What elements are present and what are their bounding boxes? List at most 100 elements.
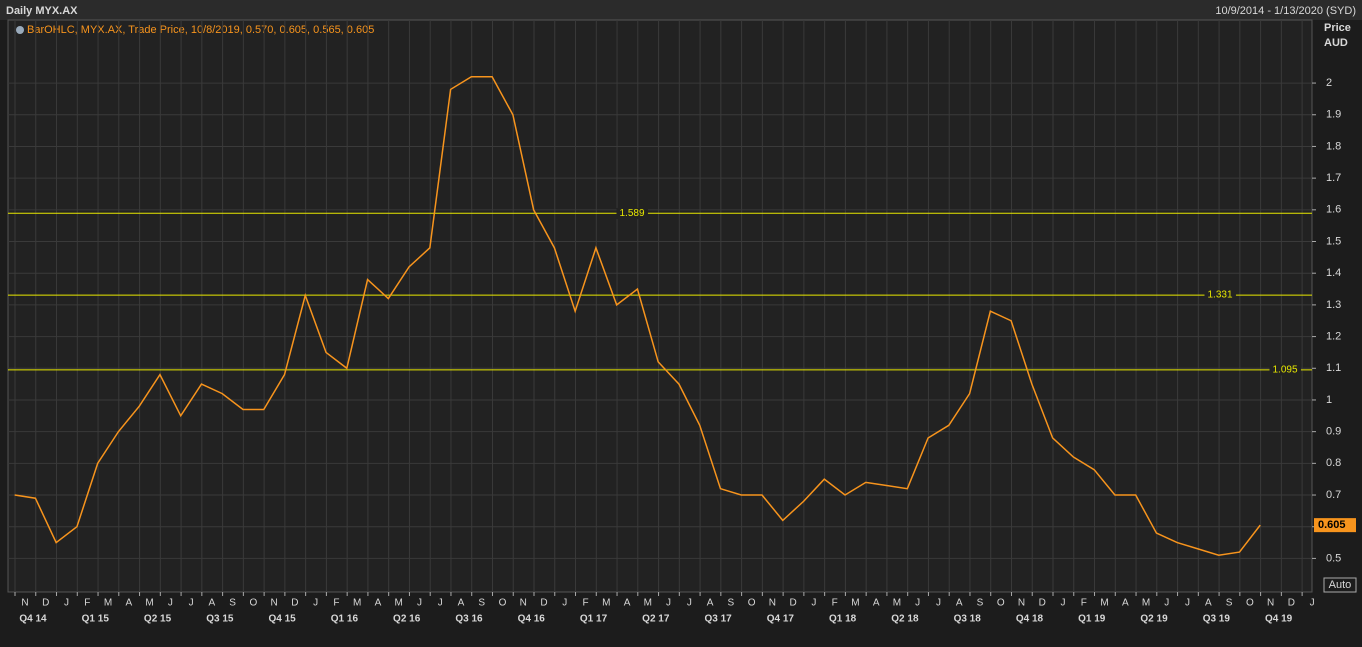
y-tick-label: 1.6 [1326, 204, 1341, 216]
x-month-label: F [84, 598, 90, 609]
x-month-label: M [644, 598, 652, 609]
x-month-label: O [997, 598, 1005, 609]
x-month-label: O [1246, 598, 1254, 609]
level-label: 1.589 [619, 208, 644, 219]
y-tick-label: 1 [1326, 394, 1332, 406]
x-month-label: J [666, 598, 671, 609]
x-month-label: F [1081, 598, 1087, 609]
x-quarter-label: Q2 16 [393, 614, 421, 625]
level-label: 1.331 [1207, 290, 1232, 301]
x-month-label: S [728, 598, 735, 609]
plot-area [7, 19, 1313, 593]
x-quarter-label: Q3 19 [1203, 614, 1231, 625]
x-month-label: A [209, 598, 216, 609]
x-month-label: J [189, 598, 194, 609]
x-month-label: S [229, 598, 236, 609]
x-month-label: N [21, 598, 28, 609]
y-tick-label: 0.7 [1326, 489, 1341, 501]
x-quarter-label: Q2 17 [642, 614, 670, 625]
x-month-label: J [64, 598, 69, 609]
x-quarter-label: Q3 16 [455, 614, 483, 625]
x-month-label: J [1185, 598, 1190, 609]
y-tick-label: 0.5 [1326, 552, 1341, 564]
x-month-label: F [333, 598, 339, 609]
x-month-label: D [42, 598, 49, 609]
x-month-label: A [458, 598, 465, 609]
x-month-label: J [687, 598, 692, 609]
x-quarter-label: Q4 15 [268, 614, 296, 625]
x-month-label: D [790, 598, 797, 609]
x-month-label: M [1142, 598, 1150, 609]
level-label-bg [616, 207, 648, 219]
x-month-label: A [1205, 598, 1212, 609]
y-tick-label: 1.2 [1326, 330, 1341, 342]
x-month-label: D [1039, 598, 1046, 609]
x-month-label: A [1122, 598, 1129, 609]
x-month-label: O [748, 598, 756, 609]
x-quarter-label: Q3 15 [206, 614, 234, 625]
x-month-label: M [145, 598, 153, 609]
x-quarter-label: Q2 19 [1140, 614, 1168, 625]
x-month-label: N [271, 598, 278, 609]
x-month-label: A [624, 598, 631, 609]
x-month-label: J [562, 598, 567, 609]
x-month-label: D [291, 598, 298, 609]
auto-button[interactable] [1323, 577, 1357, 593]
x-quarter-label: Q3 18 [954, 614, 982, 625]
x-month-label: N [1267, 598, 1274, 609]
x-month-label: J [915, 598, 920, 609]
x-month-label: M [893, 598, 901, 609]
y-tick-label: 1.8 [1326, 140, 1341, 152]
last-price-label: 0.605 [1318, 519, 1346, 531]
x-month-label: O [499, 598, 507, 609]
y-tick-label: 0.9 [1326, 426, 1341, 438]
x-month-label: D [1288, 598, 1295, 609]
x-quarter-label: Q2 18 [891, 614, 919, 625]
x-month-label: N [769, 598, 776, 609]
x-month-label: S [977, 598, 984, 609]
x-month-label: O [249, 598, 257, 609]
x-quarter-label: Q1 17 [580, 614, 608, 625]
y-tick-label: 1.9 [1326, 109, 1341, 121]
x-quarter-label: Q4 17 [767, 614, 795, 625]
y-tick-label: 1.3 [1326, 299, 1341, 311]
y-tick-label: 1.5 [1326, 235, 1341, 247]
x-month-label: J [438, 598, 443, 609]
x-month-label: F [582, 598, 588, 609]
x-month-label: J [1164, 598, 1169, 609]
y-axis-unit: AUD [1324, 37, 1348, 49]
x-month-label: A [707, 598, 714, 609]
x-quarter-label: Q4 14 [19, 614, 47, 625]
x-quarter-label: Q2 15 [144, 614, 172, 625]
y-tick-label: 1.7 [1326, 172, 1341, 184]
x-month-label: M [353, 598, 361, 609]
level-label-bg [1269, 364, 1301, 376]
x-month-label: J [1310, 598, 1315, 609]
y-tick-label: 2 [1326, 77, 1332, 89]
y-tick-label: 1.1 [1326, 362, 1341, 374]
x-quarter-label: Q1 16 [331, 614, 359, 625]
x-month-label: F [832, 598, 838, 609]
x-month-label: A [125, 598, 132, 609]
x-month-label: J [168, 598, 173, 609]
x-month-label: N [520, 598, 527, 609]
level-label: 1.095 [1272, 364, 1297, 375]
x-quarter-label: Q3 17 [704, 614, 732, 625]
auto-label[interactable]: Auto [1329, 579, 1352, 591]
level-label-bg [1204, 289, 1236, 301]
x-quarter-label: Q4 18 [1016, 614, 1044, 625]
x-month-label: M [1100, 598, 1108, 609]
price-line [14, 75, 1261, 557]
x-month-label: A [873, 598, 880, 609]
x-month-label: J [936, 598, 941, 609]
x-quarter-label: Q1 19 [1078, 614, 1106, 625]
legend-text: BarOHLC, MYX.AX, Trade Price, 10/8/2019,… [27, 24, 374, 36]
x-month-label: M [104, 598, 112, 609]
x-month-label: J [1061, 598, 1066, 609]
x-quarter-label: Q1 18 [829, 614, 857, 625]
x-month-label: S [478, 598, 485, 609]
last-price-tag [1314, 518, 1356, 533]
y-tick-label: 0.8 [1326, 457, 1341, 469]
x-month-label: J [417, 598, 422, 609]
